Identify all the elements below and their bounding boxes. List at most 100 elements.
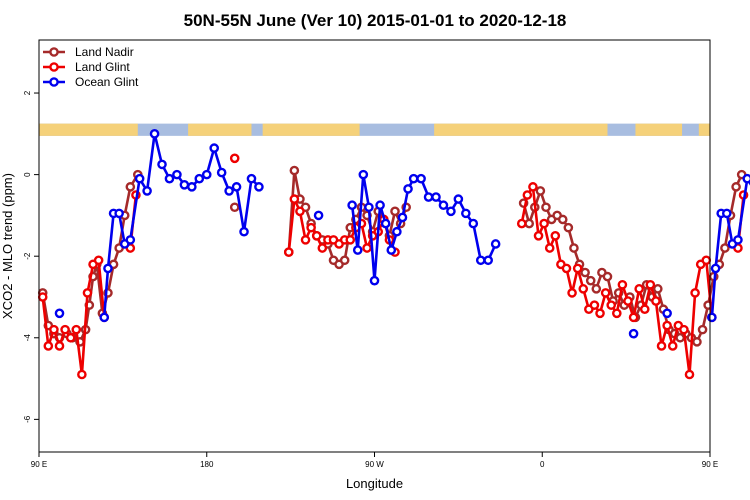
land-band-segment [262, 123, 360, 136]
data-point [423, 192, 434, 202]
data-point [733, 235, 743, 245]
data-point [369, 275, 380, 286]
data-point [142, 186, 152, 196]
legend-label: Ocean Glint [75, 75, 139, 89]
data-point [209, 143, 220, 153]
data-point [306, 222, 316, 233]
data-point [651, 296, 661, 306]
data-point [535, 186, 546, 196]
data-point [533, 231, 544, 241]
data-point [701, 255, 712, 266]
data-point [289, 165, 300, 176]
data-point [93, 255, 104, 266]
data-point [516, 218, 527, 229]
data-point [567, 288, 577, 298]
y-tick-label: -4 [23, 334, 32, 342]
data-point [187, 182, 197, 192]
y-tick-label: 0 [23, 172, 32, 177]
data-point [392, 226, 402, 237]
data-point [569, 243, 579, 253]
data-point [697, 324, 708, 335]
data-point [528, 182, 538, 192]
data-point [339, 255, 350, 266]
data-point [364, 202, 374, 213]
y-tick-label: -6 [23, 415, 32, 423]
data-point [352, 245, 363, 255]
data-point [707, 312, 717, 323]
data-point [561, 263, 572, 274]
data-point [524, 218, 535, 229]
data-point [246, 173, 257, 184]
data-point [125, 182, 136, 192]
data-point [239, 226, 249, 237]
data-point [662, 308, 672, 319]
series-line [710, 177, 750, 318]
data-point [224, 186, 234, 196]
data-point [606, 300, 617, 310]
data-point [390, 206, 400, 217]
data-point [468, 218, 479, 229]
data-point [461, 208, 471, 219]
data-point [231, 182, 242, 192]
data-point [345, 235, 356, 245]
data-point [403, 184, 413, 194]
x-axis-label: Longitude [346, 476, 403, 491]
data-point [591, 284, 602, 294]
data-point [684, 369, 695, 380]
data-point [653, 284, 663, 294]
data-point [580, 267, 590, 278]
x-tick-label: 90 E [31, 460, 47, 469]
legend-label: Land Glint [75, 60, 130, 74]
data-point [300, 235, 311, 245]
data-point [623, 296, 633, 306]
data-point [65, 332, 76, 343]
data-point [731, 182, 741, 192]
x-tick-label: 90 W [365, 460, 384, 469]
data-point [628, 312, 639, 323]
data-point [283, 247, 294, 257]
data-point [522, 190, 533, 200]
data-point [585, 275, 596, 286]
data-point [77, 369, 87, 380]
data-point [125, 235, 136, 245]
data-point [595, 308, 605, 319]
data-point [572, 263, 583, 274]
data-point [229, 202, 240, 213]
data-point [557, 214, 568, 225]
data-point [229, 153, 240, 164]
data-point [720, 243, 730, 253]
data-point [71, 324, 82, 335]
data-point [710, 263, 721, 274]
data-point [431, 192, 441, 202]
data-point [216, 167, 227, 178]
data-point [602, 271, 613, 282]
data-point [49, 324, 59, 335]
data-point [408, 173, 419, 184]
land-band-segment [698, 123, 710, 136]
data-point [578, 284, 589, 294]
data-point [362, 243, 372, 253]
data-point [679, 324, 689, 335]
data-point [490, 239, 501, 249]
legend-marker [49, 77, 59, 87]
data-point [742, 173, 750, 184]
legend-label: Land Nadir [75, 45, 134, 59]
land-band-segment [635, 123, 683, 136]
data-point [416, 173, 426, 184]
data-point [475, 255, 486, 266]
data-point [37, 292, 48, 302]
data-point [544, 243, 555, 253]
data-point [43, 341, 54, 351]
land-band-segment [188, 123, 252, 136]
data-point [656, 341, 667, 351]
data-point [149, 129, 160, 139]
series-ocean-glint [54, 129, 750, 339]
data-point [317, 243, 328, 253]
data-point [446, 206, 456, 217]
data-point [295, 206, 305, 217]
y-tick-label: 2 [23, 90, 32, 95]
data-point [289, 194, 300, 204]
data-point [617, 279, 628, 290]
data-point [483, 255, 493, 266]
